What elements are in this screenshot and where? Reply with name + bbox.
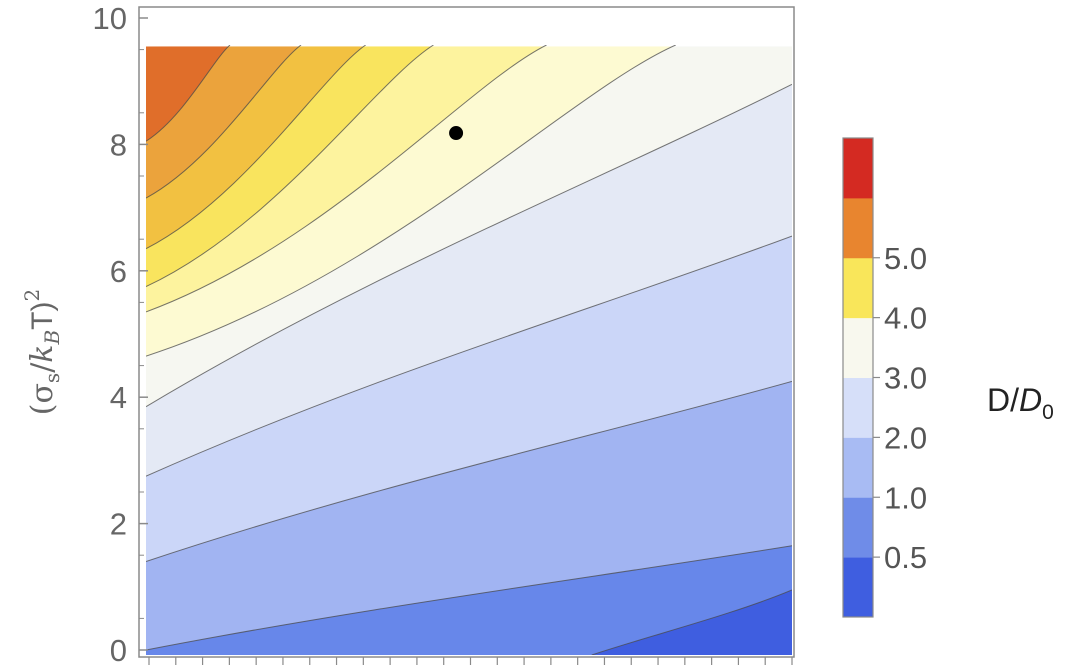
contour-region: [146, 45, 230, 142]
y-title-close: T): [26, 301, 59, 329]
contour-line: [146, 45, 434, 288]
cb-title-italic: D: [1019, 382, 1042, 418]
y-tick-label: 0: [110, 633, 127, 668]
colorbar-band: [843, 197, 873, 259]
contour-line: [146, 45, 302, 199]
cb-title-main: D/: [987, 382, 1019, 418]
y-tick-label: 2: [110, 507, 127, 542]
contour-line: [146, 83, 792, 408]
y-title-sub2: B: [40, 330, 64, 346]
colorbar-band: [843, 138, 873, 199]
y-tick-label: 6: [110, 254, 127, 289]
colorbar-tick-label: 1.0: [884, 480, 927, 515]
contour-line: [146, 45, 676, 357]
colorbar-band: [843, 557, 873, 618]
colorbar-tick-label: 3.0: [884, 361, 927, 396]
colorbar-tick-label: 4.0: [884, 301, 927, 336]
colorbar-band: [843, 497, 873, 558]
contour-lines: [146, 45, 792, 655]
y-tick-label: 10: [93, 1, 127, 36]
plot-top-margin: [146, 45, 792, 47]
contour-line: [146, 45, 366, 250]
colorbar-tick-label: 2.0: [884, 420, 927, 455]
contour-line: [146, 545, 792, 651]
colorbar-title: D/D0: [987, 382, 1054, 424]
contour-line: [146, 235, 792, 477]
colorbar-band: [843, 317, 873, 378]
colorbar-band: [843, 437, 873, 498]
y-title-sub1: s: [40, 373, 64, 383]
colorbar-tick-label: 0.5: [884, 540, 927, 575]
y-tick-label: 8: [110, 127, 127, 162]
contour-regions: [146, 45, 792, 655]
contour-line: [146, 45, 231, 142]
cb-title-sub: 0: [1042, 401, 1054, 424]
y-title-k: k: [25, 345, 60, 363]
colorbar-band: [843, 377, 873, 438]
colorbar-labels: 0.5 1.0 2.0 3.0 4.0 5.0: [873, 241, 927, 575]
y-title-open: (σ: [25, 383, 60, 415]
colorbar-tick-label: 5.0: [884, 241, 927, 276]
colorbar: [842, 137, 874, 618]
colorbar-band: [843, 257, 873, 319]
contour-line: [591, 589, 792, 655]
y-title-slash: /: [25, 362, 60, 373]
y-axis-title: (σs/kBT)2: [20, 289, 64, 416]
marker-point: [449, 126, 464, 141]
contour-line: [146, 380, 792, 562]
y-tick-label: 4: [110, 380, 127, 415]
contour-line: [146, 45, 547, 313]
y-ticks: 0 2 4 6 8 10: [93, 1, 148, 668]
y-title-sup: 2: [20, 289, 44, 302]
x-minor-ticks: [148, 657, 793, 665]
